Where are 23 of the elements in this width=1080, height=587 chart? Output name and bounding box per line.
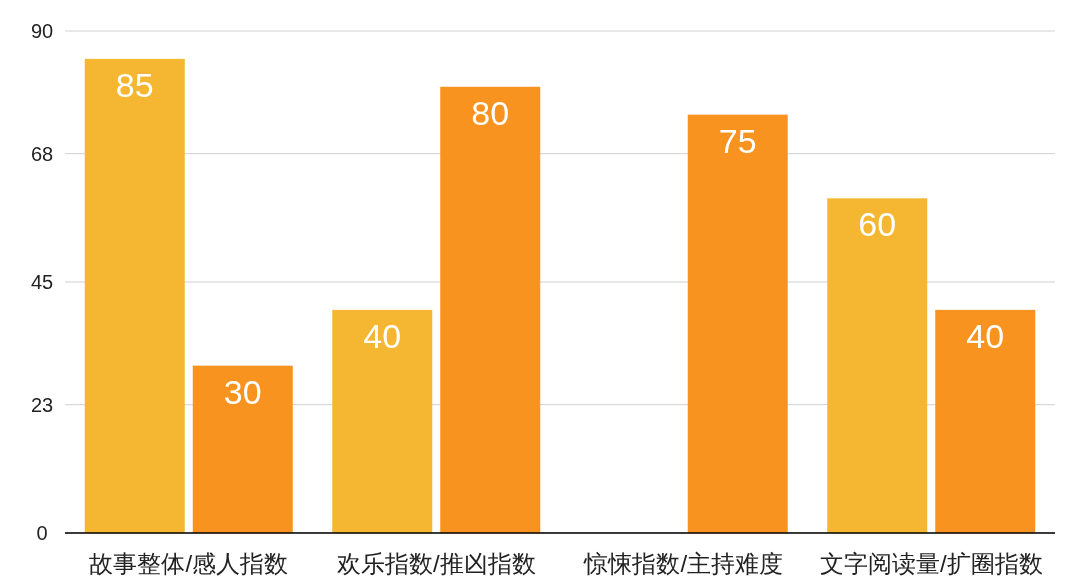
data-label: 40: [966, 316, 1005, 355]
bar: [84, 58, 185, 533]
x-tick-label: 故事整体/感人指数: [89, 550, 289, 577]
y-tick-label: 0: [36, 522, 48, 544]
data-label: 60: [858, 205, 897, 244]
bar: [440, 86, 541, 533]
x-tick-label: 文字阅读量/扩圈指数: [819, 550, 1043, 577]
bar: [332, 309, 433, 533]
bar: [687, 114, 788, 533]
bar: [935, 309, 1036, 533]
y-tick-label: 45: [30, 271, 54, 293]
x-tick-label: 欢乐指数/推凶指数: [336, 550, 536, 577]
data-label: 75: [718, 121, 757, 160]
bar: [192, 365, 293, 533]
x-tick-label: 惊悚指数/主持难度: [583, 550, 784, 577]
y-tick-label: 68: [30, 142, 54, 165]
data-label: 40: [363, 316, 402, 355]
data-label: 80: [471, 93, 510, 132]
y-tick-label: 90: [30, 20, 54, 42]
data-label: 30: [223, 372, 262, 411]
bar: [827, 198, 928, 533]
data-label: 85: [115, 65, 154, 104]
y-tick-label: 23: [30, 393, 54, 416]
